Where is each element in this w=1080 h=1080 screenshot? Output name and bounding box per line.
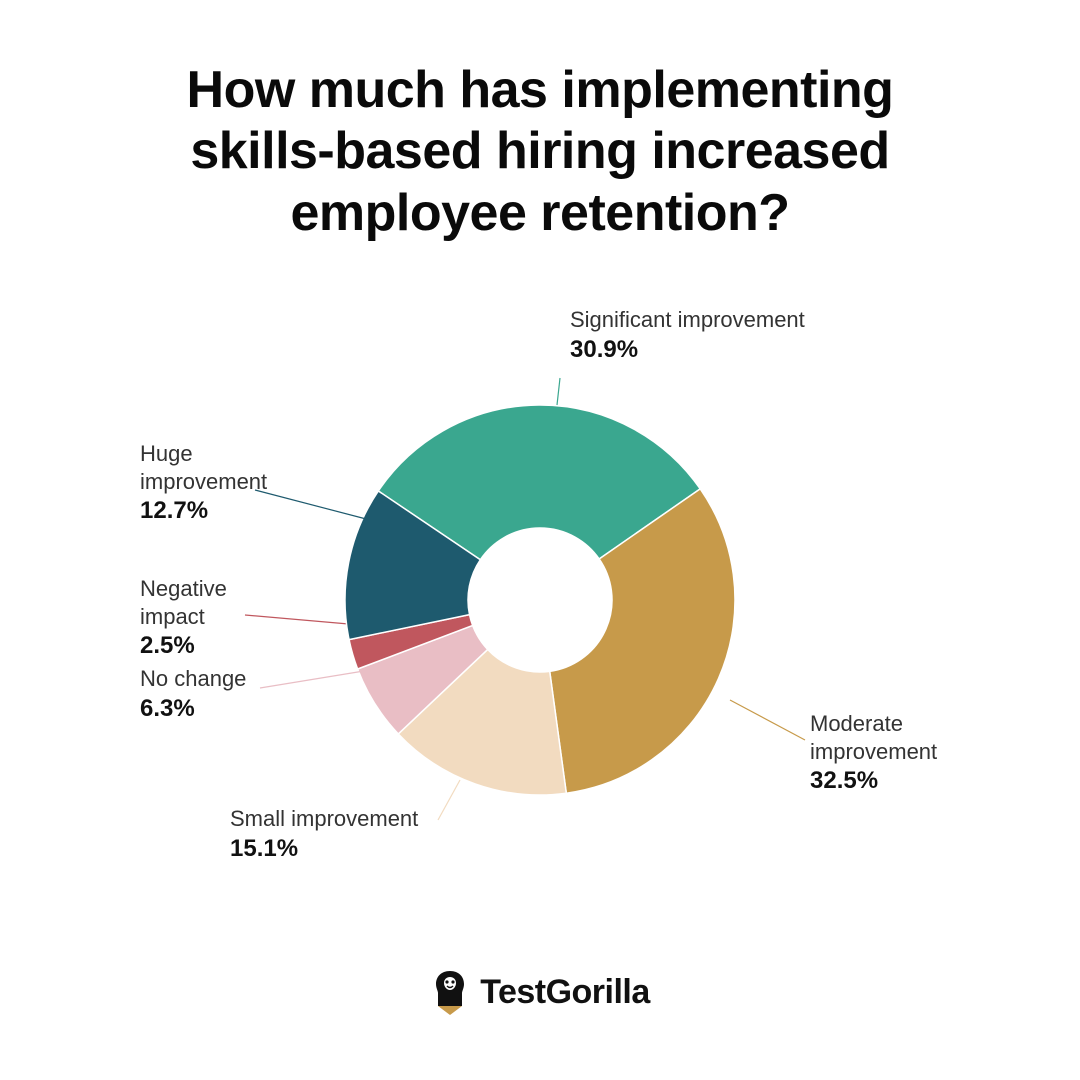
chart-title: How much has implementing skills-based h… (0, 60, 1080, 244)
brand-logo-icon (430, 969, 470, 1015)
slice-label: Significant improvement (570, 306, 805, 334)
slice-callout: Negativeimpact2.5% (140, 575, 227, 660)
slice-value: 12.7% (140, 497, 267, 525)
slice-label: Small improvement (230, 805, 418, 833)
slice-callout: Significant improvement30.9% (570, 306, 805, 364)
leader-line (260, 670, 370, 688)
slice-value: 6.3% (140, 695, 246, 723)
leader-line (438, 780, 460, 820)
brand-footer: TestGorilla (0, 969, 1080, 1020)
title-line-2: skills-based hiring increased (190, 122, 889, 180)
slice-callout: Moderateimprovement32.5% (810, 710, 937, 795)
leader-line (730, 700, 805, 740)
slice-value: 32.5% (810, 767, 937, 795)
slice-label: Moderateimprovement (810, 710, 937, 765)
donut-chart: Significant improvement30.9%Moderateimpr… (0, 320, 1080, 880)
title-line-3: employee retention? (290, 184, 789, 242)
slice-callout: Hugeimprovement12.7% (140, 440, 267, 525)
slice-callout: No change6.3% (140, 665, 246, 723)
slice-value: 30.9% (570, 336, 805, 364)
leader-line (557, 378, 560, 405)
title-line-1: How much has implementing (187, 61, 894, 119)
slice-label: Negativeimpact (140, 575, 227, 630)
leader-line (255, 490, 370, 520)
slice-value: 15.1% (230, 835, 418, 863)
slice-value: 2.5% (140, 632, 227, 660)
slice-label: No change (140, 665, 246, 693)
slice-label: Hugeimprovement (140, 440, 267, 495)
slice-callout: Small improvement15.1% (230, 805, 418, 863)
brand-name: TestGorilla (480, 973, 650, 1012)
leader-line (245, 615, 360, 625)
